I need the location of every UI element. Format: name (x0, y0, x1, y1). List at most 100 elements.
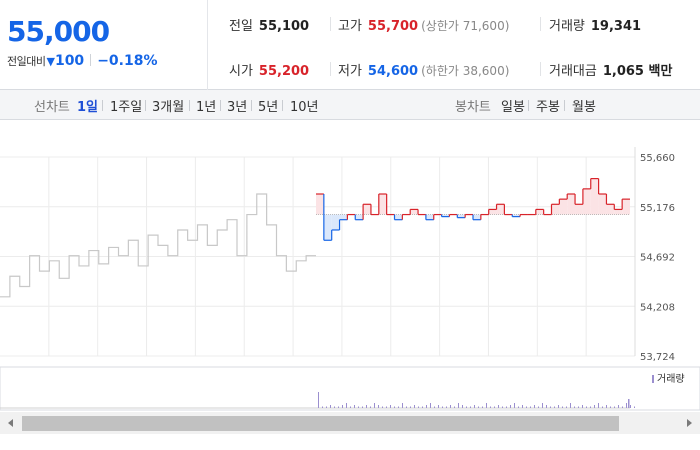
today-fill-segment (567, 194, 576, 215)
stat-high: 고가 55,700 (상한가 71,600) (338, 15, 509, 34)
y-tick-label: 53,724 (640, 352, 675, 363)
today-fill-segment (590, 178, 599, 215)
period-10year[interactable]: 10년 (290, 100, 319, 115)
volume-bar (390, 405, 391, 408)
period-1year[interactable]: 1년 (196, 100, 217, 115)
volume-bar (578, 406, 579, 408)
volume-bar (418, 406, 419, 408)
stat-value: 1,065 백만 (602, 64, 673, 79)
today-fill-segment (363, 204, 371, 215)
divider (251, 100, 252, 111)
period-5year[interactable]: 5년 (258, 100, 279, 115)
change-value: 100 (54, 53, 85, 69)
volume-bar (406, 406, 407, 408)
volume-legend-swatch (652, 375, 654, 383)
volume-bar (330, 405, 331, 408)
y-tick-label: 54,208 (640, 302, 675, 313)
volume-bar (318, 392, 319, 408)
divider (189, 100, 190, 111)
volume-bar (402, 403, 403, 408)
volume-bar (570, 403, 571, 408)
volume-bar (442, 406, 443, 408)
line-chart-label: 선차트 (34, 100, 70, 115)
today-fill-segment (473, 214, 481, 220)
stat-prev-close: 전일 55,100 (229, 15, 309, 34)
volume-bar (602, 406, 603, 408)
divider (102, 100, 103, 111)
candle-daily[interactable]: 일봉 (501, 100, 525, 115)
y-axis-ticks: 55,660 55,176 54,692 54,208 53,724 (640, 153, 675, 363)
volume-bar (554, 406, 555, 408)
today-fill-segment (457, 214, 466, 218)
volume-bar (598, 403, 599, 408)
current-price-box: 55,000 전일대비▼100 −0.18% (0, 0, 208, 90)
stat-volume: 거래량 19,341 (549, 15, 641, 34)
volume-bar (486, 403, 487, 408)
today-fill-segment (535, 209, 544, 215)
stat-low: 저가 54,600 (하한가 38,600) (338, 60, 509, 79)
volume-bar (546, 405, 547, 408)
volume-bar (410, 406, 411, 408)
scrollbar-thumb[interactable] (22, 416, 619, 431)
stat-amount: 거래대금 1,065 백만 (549, 60, 672, 79)
stat-label: 저가 (338, 64, 362, 79)
volume-bar (334, 406, 335, 408)
volume-bar (354, 405, 355, 408)
stat-value: 55,700 (367, 19, 419, 34)
volume-bar (374, 403, 375, 408)
scroll-right-icon[interactable] (687, 419, 692, 427)
volume-bar (422, 406, 423, 408)
stat-value: 55,200 (258, 64, 310, 79)
volume-bar (634, 406, 635, 408)
volume-bar (594, 405, 595, 408)
period-3month[interactable]: 3개월 (152, 100, 185, 115)
volume-bar (398, 406, 399, 408)
today-fill-segment (575, 204, 583, 215)
today-fill-segment (622, 199, 630, 215)
divider (528, 100, 529, 111)
volume-bar (478, 406, 479, 408)
volume-bar (454, 406, 455, 408)
volume-bar (498, 405, 499, 408)
stat-value: 54,600 (367, 64, 419, 79)
volume-bar (630, 405, 631, 408)
period-1day[interactable]: 1일 (77, 100, 99, 115)
volume-bar (590, 406, 591, 408)
volume-bar (614, 406, 615, 408)
price-change-row: 전일대비▼100 −0.18% (7, 53, 158, 69)
volume-bar (470, 406, 471, 408)
quote-summary: 55,000 전일대비▼100 −0.18% 전일 55,100 고가 55,700(… (0, 0, 700, 90)
volume-bar (510, 405, 511, 408)
divider (330, 17, 331, 31)
today-fill-segment (512, 214, 521, 217)
stat-value: 55,100 (258, 19, 310, 34)
down-triangle-icon: ▼ (46, 55, 55, 68)
volume-bar (490, 406, 491, 408)
today-fill-segment (331, 214, 340, 230)
divider (282, 100, 283, 111)
volume-bar (386, 406, 387, 408)
candle-monthly[interactable]: 월봉 (572, 100, 596, 115)
today-fill-segment (355, 214, 364, 220)
volume-bar (562, 406, 563, 408)
today-fill-segment (323, 214, 332, 241)
volume-bar (522, 405, 523, 408)
volume-bar (494, 406, 495, 408)
volume-bar (446, 406, 447, 408)
volume-bar (366, 405, 367, 408)
stat-label: 거래대금 (549, 64, 597, 79)
volume-bar (342, 405, 343, 408)
y-tick-label: 54,692 (640, 253, 675, 264)
today-fill-segment (488, 209, 497, 215)
period-3year[interactable]: 3년 (227, 100, 248, 115)
volume-bar (610, 406, 611, 408)
volume-bar (426, 405, 427, 408)
stat-label: 시가 (229, 64, 253, 79)
candle-weekly[interactable]: 주봉 (536, 100, 560, 115)
current-price: 55,000 (7, 15, 110, 48)
today-fill-segment (378, 194, 387, 215)
today-fill-segment (316, 194, 324, 215)
volume-bar (534, 405, 535, 408)
scroll-left-icon[interactable] (8, 419, 13, 427)
period-1week[interactable]: 1주일 (110, 100, 143, 115)
